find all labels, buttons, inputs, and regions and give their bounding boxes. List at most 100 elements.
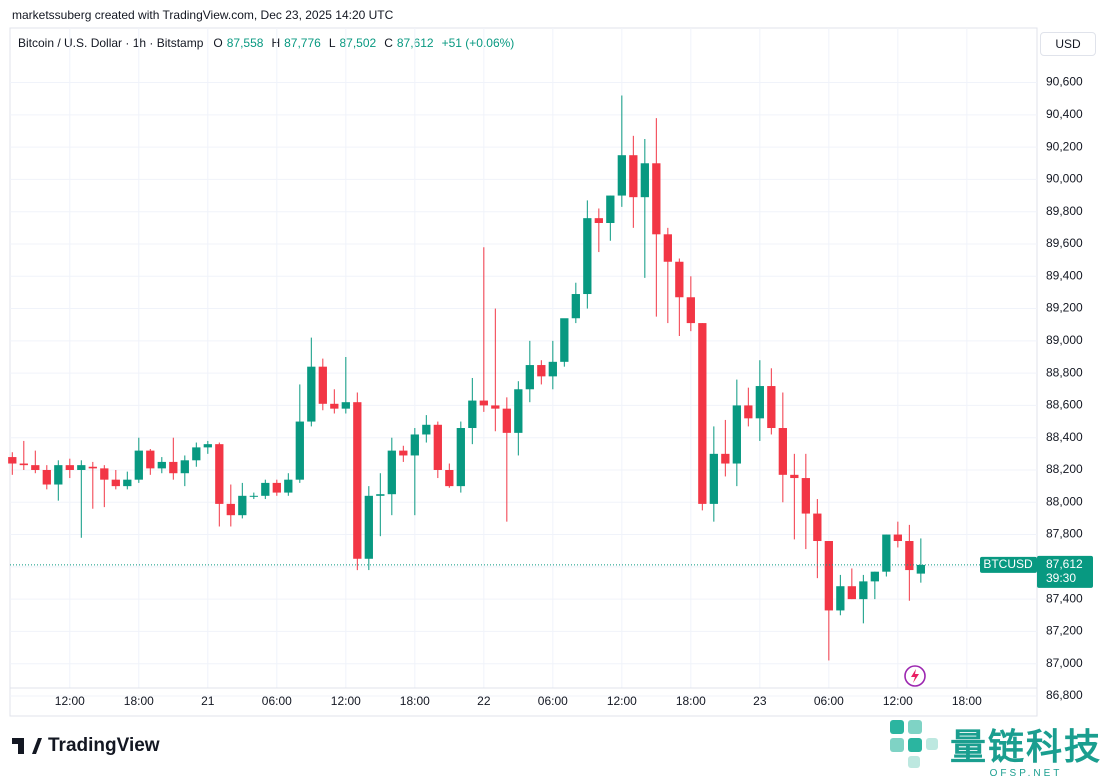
ohlc-label: O — [213, 36, 223, 50]
y-tick-label: 87,600 — [1046, 559, 1083, 573]
x-tick-label: 23 — [753, 694, 767, 708]
ohlc-value: 87,612 — [396, 36, 434, 50]
candle-body — [261, 482, 270, 496]
y-tick-label: 90,200 — [1046, 139, 1083, 153]
candle-body — [836, 586, 845, 611]
x-tick-label: 12:00 — [607, 694, 637, 708]
candle-body — [905, 541, 914, 571]
y-tick-label: 87,200 — [1046, 624, 1083, 638]
candle-body — [8, 457, 17, 464]
symbol-tag-text: BTCUSD — [983, 557, 1033, 571]
y-tick-label: 89,400 — [1046, 268, 1083, 282]
x-tick-label: 12:00 — [331, 694, 361, 708]
candle-body — [284, 479, 293, 493]
candle-body — [721, 453, 730, 464]
candle-body — [100, 468, 109, 480]
y-tick-label: 89,200 — [1046, 301, 1083, 315]
candle-body — [916, 564, 925, 574]
candle-body — [537, 365, 546, 377]
x-tick-label: 18:00 — [400, 694, 430, 708]
candle-body — [364, 495, 373, 559]
y-tick-label: 88,600 — [1046, 398, 1083, 412]
candle-body — [433, 424, 442, 470]
brand-logo — [12, 738, 42, 754]
candle-body — [111, 479, 120, 487]
brand: TradingView — [12, 735, 160, 757]
grid — [10, 28, 1037, 697]
candle-body — [203, 444, 212, 448]
watermark-icon — [890, 720, 938, 768]
brand-name: TradingView — [48, 735, 160, 756]
candle-body — [744, 405, 753, 419]
candle-body — [525, 365, 534, 390]
candle-body — [732, 405, 741, 464]
candle-body — [422, 424, 431, 435]
candle-body — [548, 361, 557, 377]
x-tick-label: 18:00 — [124, 694, 154, 708]
price-tag — [1037, 555, 1093, 588]
candle-body — [123, 479, 132, 487]
x-tick-label: 06:00 — [814, 694, 844, 708]
candle-body — [399, 450, 408, 456]
candle-body — [54, 465, 63, 485]
candle-body — [387, 450, 396, 495]
x-tick-label: 18:00 — [952, 694, 982, 708]
candle-body — [318, 366, 327, 404]
candle-body — [445, 469, 454, 487]
candle-body — [767, 386, 776, 429]
candle-body — [295, 421, 304, 480]
candle-body — [663, 234, 672, 262]
y-tick-label: 90,400 — [1046, 107, 1083, 121]
candle-body — [893, 534, 902, 542]
y-tick-label: 89,800 — [1046, 204, 1083, 218]
candle-body — [31, 465, 40, 470]
candle-body — [180, 460, 189, 474]
y-tick-label: 86,800 — [1046, 688, 1083, 702]
watermark-sub: QFSP.NET — [989, 768, 1063, 776]
currency-button[interactable]: USD — [1040, 32, 1096, 56]
y-tick-label: 88,000 — [1046, 494, 1083, 508]
candle-body — [882, 534, 891, 572]
candle-body — [410, 434, 419, 456]
candle-body — [583, 218, 592, 295]
candle-body — [376, 494, 385, 496]
candle-body — [870, 571, 879, 582]
price-tag-text: 87,612 — [1046, 557, 1083, 571]
candle-body — [640, 163, 649, 198]
symbol-tag — [980, 556, 1037, 573]
candle-body — [502, 408, 511, 433]
candle-body — [617, 155, 626, 196]
ohlc-value: 87,558 — [226, 36, 264, 50]
candle-body — [847, 586, 856, 600]
ohlc-label: H — [271, 36, 281, 50]
ohlc-label: C — [384, 36, 393, 50]
plot-frame — [9, 27, 1038, 717]
candle-body — [790, 474, 799, 479]
candle-body — [491, 405, 500, 409]
candle-body — [606, 195, 615, 224]
candle-body — [698, 323, 707, 504]
candle-body — [19, 463, 28, 466]
candle-body — [514, 389, 523, 433]
ohlc-value: 87,776 — [284, 36, 321, 50]
candle-body — [560, 318, 569, 362]
ohlc-label: L — [328, 36, 336, 50]
x-tick-label: 18:00 — [676, 694, 706, 708]
y-tick-label: 89,000 — [1046, 333, 1083, 347]
x-tick-label: 12:00 — [55, 694, 85, 708]
candle-body — [226, 503, 235, 516]
attribution: marketssuberg created with TradingView.c… — [12, 8, 394, 22]
change: +51 (+0.06%) — [441, 36, 515, 50]
candle-body — [42, 469, 51, 485]
candle-body — [801, 478, 810, 514]
candle-body — [192, 447, 201, 461]
candle-body — [709, 453, 718, 504]
y-tick-label: 87,000 — [1046, 656, 1083, 670]
candle-body — [824, 541, 833, 611]
candle-body — [134, 450, 143, 480]
candle-body — [675, 261, 684, 298]
candle-body — [468, 400, 477, 429]
